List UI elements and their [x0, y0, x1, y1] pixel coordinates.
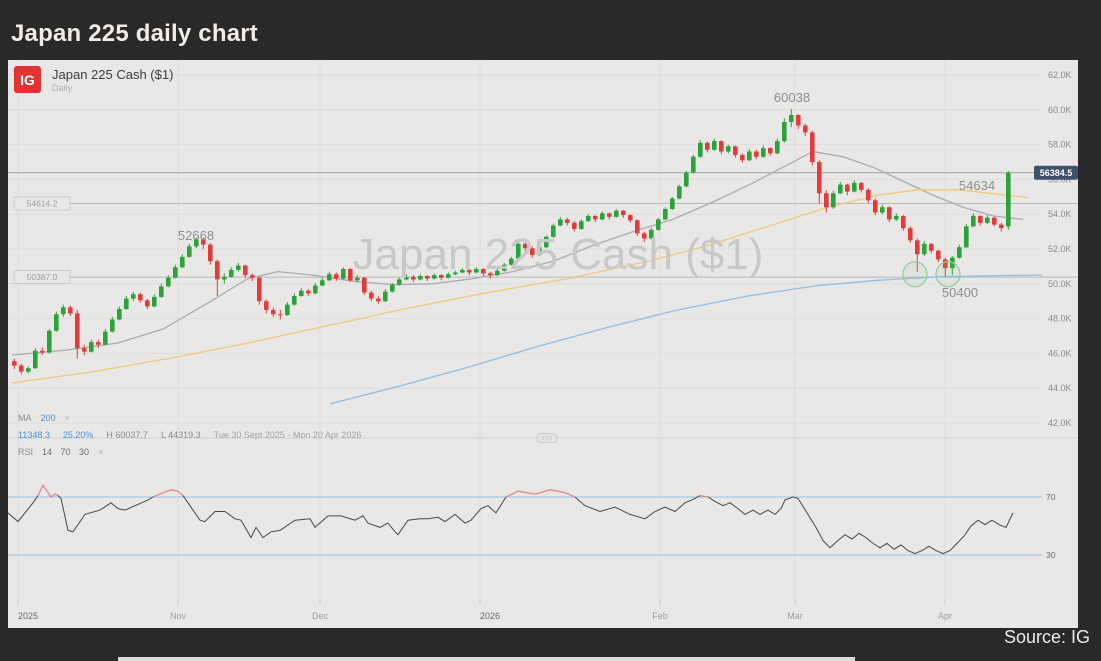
ma-label: MA	[18, 413, 32, 423]
candles	[12, 109, 1011, 375]
timeframe-label: Daily	[52, 83, 73, 93]
svg-text:50387.0: 50387.0	[27, 272, 58, 282]
svg-text:Nov: Nov	[170, 611, 187, 621]
svg-text:62.0K: 62.0K	[1048, 70, 1072, 80]
ma-period[interactable]: 200	[40, 413, 56, 423]
svg-text:Apr: Apr	[938, 611, 952, 621]
svg-text:56384.5: 56384.5	[1040, 168, 1073, 178]
rsi-params[interactable]: 14 70 30	[42, 447, 90, 457]
svg-text:60038: 60038	[774, 90, 810, 105]
ma-close-icon[interactable]: ×	[64, 413, 70, 423]
price-lines: 54614.2 50387.0	[13, 196, 1078, 284]
rsi-close-icon[interactable]: ×	[98, 447, 104, 457]
ma-200	[329, 274, 1043, 405]
svg-text:52668: 52668	[178, 228, 214, 243]
svg-text:54614.2: 54614.2	[27, 199, 58, 209]
svg-text:Mar: Mar	[787, 611, 803, 621]
source-attribution: Source: IG	[1003, 627, 1090, 647]
range-change-points: 11348.3	[18, 430, 50, 440]
ma-indicator-row: MA 200 ×	[18, 413, 70, 423]
range-dates: Tue 30 Sept 2025 - Mon 20 Apr 2026	[213, 430, 362, 440]
y-axis-labels: 62.0K60.0K58.0K56.0K54.0K52.0K50.0K48.0K…	[1048, 70, 1072, 428]
range-high: H 60037.7	[106, 430, 148, 440]
svg-text:42.0K: 42.0K	[1048, 418, 1072, 428]
svg-text:44.0K: 44.0K	[1048, 383, 1072, 393]
rsi-indicator-row: RSI 14 70 30 ×	[18, 447, 103, 457]
svg-text:70: 70	[1046, 492, 1056, 502]
grid	[8, 60, 1042, 600]
rsi-line	[8, 484, 1014, 555]
svg-text:50.0K: 50.0K	[1048, 279, 1072, 289]
svg-text:60.0K: 60.0K	[1048, 105, 1072, 115]
ma-short	[11, 150, 1024, 356]
ma-mid	[11, 189, 1029, 384]
current-price-badge	[1034, 165, 1078, 180]
annotations: 52668 60038 54634 50400	[178, 90, 995, 300]
range-stats-row: 11348.3 25.20% H 60037.7 L 44319.3 Tue 3…	[18, 430, 361, 440]
x-axis-labels: 2025 Nov Dec 2026 Feb Mar Apr	[17, 600, 952, 621]
ig-logo: IG	[14, 66, 41, 93]
rsi-pane: 70 30	[8, 484, 1056, 560]
highlight-circle	[935, 261, 961, 288]
svg-text:50400: 50400	[942, 285, 978, 300]
moving-averages	[11, 150, 1043, 405]
page-title: Japan 225 daily chart	[11, 20, 258, 47]
svg-text:46.0K: 46.0K	[1048, 348, 1072, 358]
chart-header: IG Japan 225 Cash ($1) Daily	[14, 66, 173, 93]
svg-text:Feb: Feb	[652, 611, 668, 621]
svg-text:54.0K: 54.0K	[1048, 209, 1072, 219]
range-change-percent: 25.20%	[62, 430, 94, 440]
svg-text:30: 30	[1046, 550, 1056, 560]
next-section-edge	[118, 657, 855, 661]
range-low: L 44319.3	[160, 430, 201, 440]
rsi-label: RSI	[18, 447, 34, 457]
svg-text:2025: 2025	[18, 611, 38, 621]
svg-text:48.0K: 48.0K	[1048, 314, 1072, 324]
svg-text:58.0K: 58.0K	[1048, 140, 1072, 150]
instrument-name: Japan 225 Cash ($1)	[52, 67, 174, 82]
svg-text:2026: 2026	[480, 611, 500, 621]
price-chart-canvas[interactable]: 54614.2 50387.0 52668 60038 54634 50400 62.0K 6…	[8, 60, 1078, 628]
svg-text:52.0K: 52.0K	[1048, 244, 1072, 254]
highlight-circle	[902, 261, 928, 288]
chart-panel: Japan 225 Cash ($1) 54614.2 50387.0 52668 6…	[8, 60, 1078, 628]
svg-text:54634: 54634	[959, 178, 995, 193]
svg-text:Dec: Dec	[312, 611, 329, 621]
